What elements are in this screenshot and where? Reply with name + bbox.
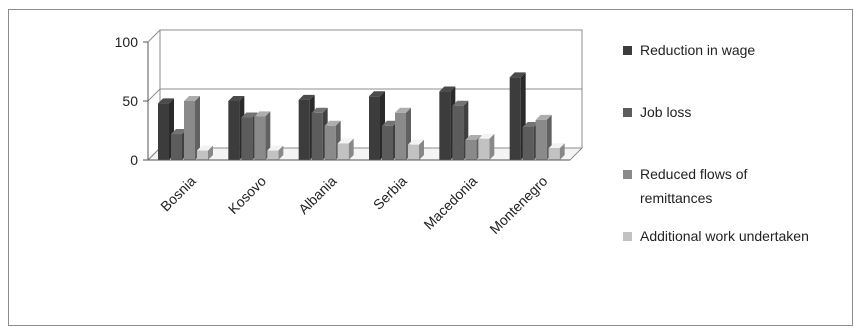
legend: Reduction in wage Job loss Reduced flows o… xyxy=(623,42,809,244)
bar xyxy=(548,143,565,160)
bar-front xyxy=(522,126,534,160)
bar-top xyxy=(267,145,284,151)
y-axis: 0 50 100 xyxy=(115,34,149,168)
legend-swatch xyxy=(623,46,632,55)
bar-side xyxy=(489,133,495,160)
bar-top xyxy=(241,112,258,118)
bar xyxy=(408,139,424,160)
legend-label: Additional work undertaken xyxy=(640,228,809,244)
bar-top xyxy=(452,100,469,106)
bar-top xyxy=(548,143,565,149)
bar-front xyxy=(452,105,464,160)
bar-front xyxy=(324,125,336,160)
bar xyxy=(478,133,495,160)
bar-side xyxy=(278,145,284,160)
bar-front xyxy=(254,116,266,160)
bar-top xyxy=(522,121,539,127)
y-tick-label: 50 xyxy=(122,93,138,109)
chart-frame xyxy=(8,9,853,326)
bar-front xyxy=(548,148,560,160)
bar-top xyxy=(535,114,552,120)
bar-top xyxy=(337,138,354,144)
legend-label: Reduction in wage xyxy=(640,42,755,58)
bar-front xyxy=(171,134,182,160)
bar-front xyxy=(439,91,451,160)
bar-front xyxy=(197,150,208,160)
bar-top xyxy=(311,107,328,113)
legend-label: remittances xyxy=(640,190,712,206)
bar-side xyxy=(559,143,565,160)
legend-entry: Job loss xyxy=(623,104,691,120)
bar-side xyxy=(265,111,271,160)
bar-top xyxy=(298,94,315,100)
bar xyxy=(184,96,200,160)
x-tick-label: Bosnia xyxy=(157,173,199,215)
bar-front xyxy=(509,77,521,160)
bar-front xyxy=(395,112,406,160)
bar-top xyxy=(228,96,245,101)
bar xyxy=(337,138,354,160)
bar-top xyxy=(509,72,526,78)
legend-swatch xyxy=(623,170,632,179)
bar-front xyxy=(369,96,380,160)
bar-top xyxy=(439,86,456,92)
bar-front xyxy=(465,139,477,160)
bar-front xyxy=(408,144,419,160)
x-tick-label: Serbia xyxy=(370,173,410,213)
bar-front xyxy=(337,143,349,160)
bar-side xyxy=(195,96,200,160)
bar-top xyxy=(184,96,200,101)
y-tick-label: 0 xyxy=(130,152,138,168)
legend-entry: Reduced flows of remittances xyxy=(623,166,748,206)
bar-top xyxy=(158,98,174,104)
x-axis: Bosnia Kosovo Albania Serbia Macedonia Monten… xyxy=(148,159,570,237)
bar-top xyxy=(197,145,213,151)
gridline xyxy=(147,29,582,43)
bars xyxy=(158,72,565,160)
bar-top xyxy=(254,111,271,117)
bar xyxy=(267,145,284,160)
bar-top xyxy=(465,134,482,140)
bar-top xyxy=(369,91,385,97)
bar-front xyxy=(478,138,490,160)
legend-entry: Reduction in wage xyxy=(623,42,755,58)
y-tick-label: 100 xyxy=(115,34,139,50)
bar-top xyxy=(324,120,341,126)
bar-front xyxy=(535,119,547,160)
bar-front xyxy=(228,101,240,160)
legend-swatch xyxy=(623,232,632,241)
bar-top xyxy=(382,120,398,126)
gridline xyxy=(147,88,582,102)
bar-side xyxy=(419,139,424,160)
x-tick-label: Macedonia xyxy=(420,173,480,233)
x-tick-label: Kosovo xyxy=(225,173,269,217)
bar-side xyxy=(208,145,213,160)
x-tick-label: Montenegro xyxy=(486,173,550,237)
bar-top xyxy=(478,133,495,139)
x-tick-label: Albania xyxy=(295,173,339,217)
legend-swatch xyxy=(623,108,632,117)
bar xyxy=(254,111,271,160)
bar-top xyxy=(171,129,187,135)
bar-front xyxy=(267,150,279,160)
legend-entry: Additional work undertaken xyxy=(623,228,809,244)
bar-front xyxy=(184,101,195,160)
bar xyxy=(197,145,213,160)
bar-front xyxy=(158,103,169,160)
bar-top xyxy=(395,107,411,113)
legend-label: Reduced flows of xyxy=(640,166,748,182)
bar-front xyxy=(298,99,310,160)
legend-label: Job loss xyxy=(640,104,691,120)
bar-front xyxy=(311,112,323,160)
bar-front xyxy=(241,117,253,160)
bar-side xyxy=(348,138,354,160)
bar-front xyxy=(382,125,393,160)
bar-top xyxy=(408,139,424,145)
